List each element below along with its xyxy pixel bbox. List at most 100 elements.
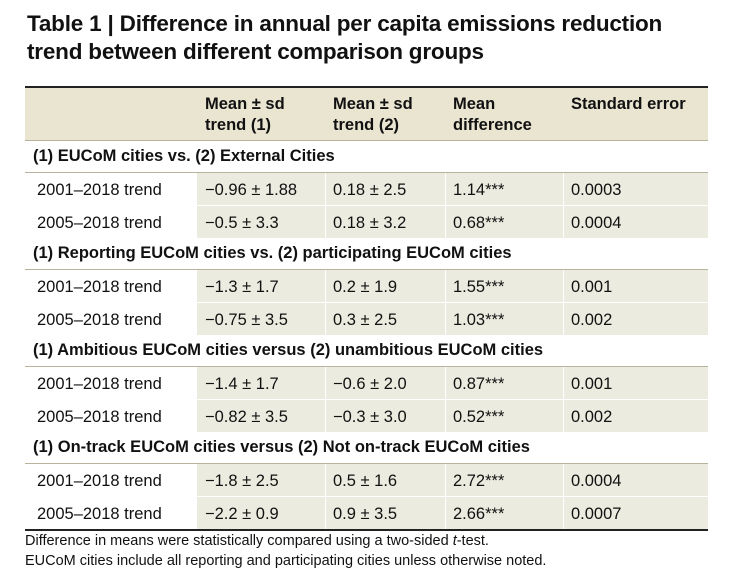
- mean-difference-cell: 2.66***: [453, 505, 505, 523]
- column-divider: [563, 173, 564, 205]
- mean-trend-2-cell: 0.5 ± 1.6: [333, 472, 398, 490]
- header-mean-difference: Mean difference: [453, 94, 532, 136]
- column-divider: [563, 464, 564, 496]
- column-divider: [563, 497, 564, 529]
- mean-trend-2-cell: 0.9 ± 3.5: [333, 505, 398, 523]
- mean-difference-cell: 0.87***: [453, 375, 505, 393]
- header-standard-error: Standard error: [571, 94, 686, 115]
- period-cell: 2001–2018 trend: [25, 464, 197, 496]
- table-bottom-rule: [25, 529, 708, 531]
- column-divider: [445, 497, 446, 529]
- table-row: 2001–2018 trend −0.96 ± 1.88 0.18 ± 2.5 1.1…: [25, 173, 708, 206]
- period-cell: 2005–2018 trend: [25, 497, 197, 529]
- mean-trend-1-cell: −2.2 ± 0.9: [205, 505, 279, 523]
- period-label: 2005–2018 trend: [37, 214, 162, 232]
- mean-difference-cell: 1.03***: [453, 311, 505, 329]
- header-line: Mean: [453, 95, 496, 113]
- footnote-2: EUCoM cities include all reporting and p…: [25, 552, 546, 570]
- mean-difference-cell: 2.72***: [453, 472, 505, 490]
- column-divider: [563, 367, 564, 399]
- column-divider: [445, 270, 446, 302]
- column-divider: [563, 400, 564, 432]
- table-row: 2005–2018 trend −0.5 ± 3.3 0.18 ± 3.2 0.68*…: [25, 206, 708, 238]
- column-divider: [325, 303, 326, 335]
- header-line: Standard error: [571, 95, 686, 113]
- group-header-row: (1) On-track EUCoM cities versus (2) Not…: [25, 432, 708, 464]
- period-cell: 2001–2018 trend: [25, 367, 197, 399]
- group-label: (1) EUCoM cities vs. (2) External Cities: [33, 147, 335, 165]
- period-cell: 2005–2018 trend: [25, 400, 197, 432]
- table-row: 2005–2018 trend −2.2 ± 0.9 0.9 ± 3.5 2.66**…: [25, 497, 708, 529]
- mean-trend-2-cell: 0.18 ± 2.5: [333, 181, 407, 199]
- table-top-rule: [25, 86, 708, 88]
- group-header-row: (1) Ambitious EUCoM cities versus (2) un…: [25, 335, 708, 367]
- standard-error-cell: 0.001: [571, 375, 613, 393]
- column-divider: [325, 367, 326, 399]
- period-label: 2005–2018 trend: [37, 505, 162, 523]
- period-label: 2001–2018 trend: [37, 472, 162, 490]
- mean-trend-1-cell: −1.8 ± 2.5: [205, 472, 279, 490]
- standard-error-cell: 0.002: [571, 408, 613, 426]
- data-table: Mean ± sd trend (1) Mean ± sd trend (2) …: [25, 86, 708, 531]
- group-header-row: (1) EUCoM cities vs. (2) External Cities: [25, 141, 708, 173]
- column-divider: [445, 367, 446, 399]
- mean-difference-cell: 0.68***: [453, 214, 505, 232]
- mean-difference-cell: 0.52***: [453, 408, 505, 426]
- mean-trend-2-cell: −0.6 ± 2.0: [333, 375, 407, 393]
- period-label: 2001–2018 trend: [37, 181, 162, 199]
- period-cell: 2001–2018 trend: [25, 173, 197, 205]
- table-row: 2001–2018 trend −1.3 ± 1.7 0.2 ± 1.9 1.55**…: [25, 270, 708, 303]
- mean-trend-1-cell: −1.3 ± 1.7: [205, 278, 279, 296]
- mean-trend-1-cell: −0.75 ± 3.5: [205, 311, 288, 329]
- group-label: (1) Ambitious EUCoM cities versus (2) un…: [33, 341, 544, 359]
- header-line: difference: [453, 116, 532, 134]
- mean-trend-2-cell: 0.3 ± 2.5: [333, 311, 398, 329]
- standard-error-cell: 0.001: [571, 278, 613, 296]
- header-mean-sd-trend-1: Mean ± sd trend (1): [205, 94, 285, 136]
- period-label: 2001–2018 trend: [37, 278, 162, 296]
- column-divider: [325, 464, 326, 496]
- group-header-row: (1) Reporting EUCoM cities vs. (2) parti…: [25, 238, 708, 270]
- mean-trend-1-cell: −1.4 ± 1.7: [205, 375, 279, 393]
- header-line: Mean ± sd: [333, 95, 413, 113]
- footnote-italic: t: [452, 533, 457, 549]
- period-cell: 2001–2018 trend: [25, 270, 197, 302]
- table-row: 2005–2018 trend −0.75 ± 3.5 0.3 ± 2.5 1.03*…: [25, 303, 708, 335]
- standard-error-cell: 0.0004: [571, 214, 622, 232]
- header-line: Mean ± sd: [205, 95, 285, 113]
- standard-error-cell: 0.002: [571, 311, 613, 329]
- mean-trend-2-cell: 0.2 ± 1.9: [333, 278, 398, 296]
- period-label: 2005–2018 trend: [37, 311, 162, 329]
- standard-error-cell: 0.0004: [571, 472, 622, 490]
- period-cell: 2005–2018 trend: [25, 303, 197, 335]
- mean-trend-2-cell: −0.3 ± 3.0: [333, 408, 407, 426]
- mean-trend-1-cell: −0.5 ± 3.3: [205, 214, 279, 232]
- standard-error-cell: 0.0007: [571, 505, 622, 523]
- table-row: 2001–2018 trend −1.8 ± 2.5 0.5 ± 1.6 2.72**…: [25, 464, 708, 497]
- footnote-text: EUCoM cities include all reporting and p…: [25, 553, 547, 569]
- table-row: 2005–2018 trend −0.82 ± 3.5 −0.3 ± 3.0 0.52…: [25, 400, 708, 432]
- footnote-text: Difference in means were statistically c…: [25, 533, 453, 549]
- column-divider: [445, 464, 446, 496]
- column-divider: [563, 303, 564, 335]
- table-header-row: Mean ± sd trend (1) Mean ± sd trend (2) …: [25, 88, 708, 141]
- mean-trend-1-cell: −0.82 ± 3.5: [205, 408, 288, 426]
- table-body: (1) EUCoM cities vs. (2) External Cities…: [25, 141, 708, 529]
- column-divider: [563, 206, 564, 238]
- period-cell: 2005–2018 trend: [25, 206, 197, 238]
- column-divider: [325, 173, 326, 205]
- column-divider: [325, 270, 326, 302]
- mean-trend-1-cell: −0.96 ± 1.88: [205, 181, 298, 199]
- mean-difference-cell: 1.14***: [453, 181, 505, 199]
- column-divider: [325, 206, 326, 238]
- column-divider: [445, 303, 446, 335]
- group-label: (1) On-track EUCoM cities versus (2) Not…: [33, 438, 530, 456]
- group-label: (1) Reporting EUCoM cities vs. (2) parti…: [33, 244, 512, 262]
- period-label: 2001–2018 trend: [37, 375, 162, 393]
- header-line: trend (2): [333, 116, 399, 134]
- column-divider: [445, 206, 446, 238]
- column-divider: [445, 400, 446, 432]
- standard-error-cell: 0.0003: [571, 181, 622, 199]
- column-divider: [563, 270, 564, 302]
- column-divider: [445, 173, 446, 205]
